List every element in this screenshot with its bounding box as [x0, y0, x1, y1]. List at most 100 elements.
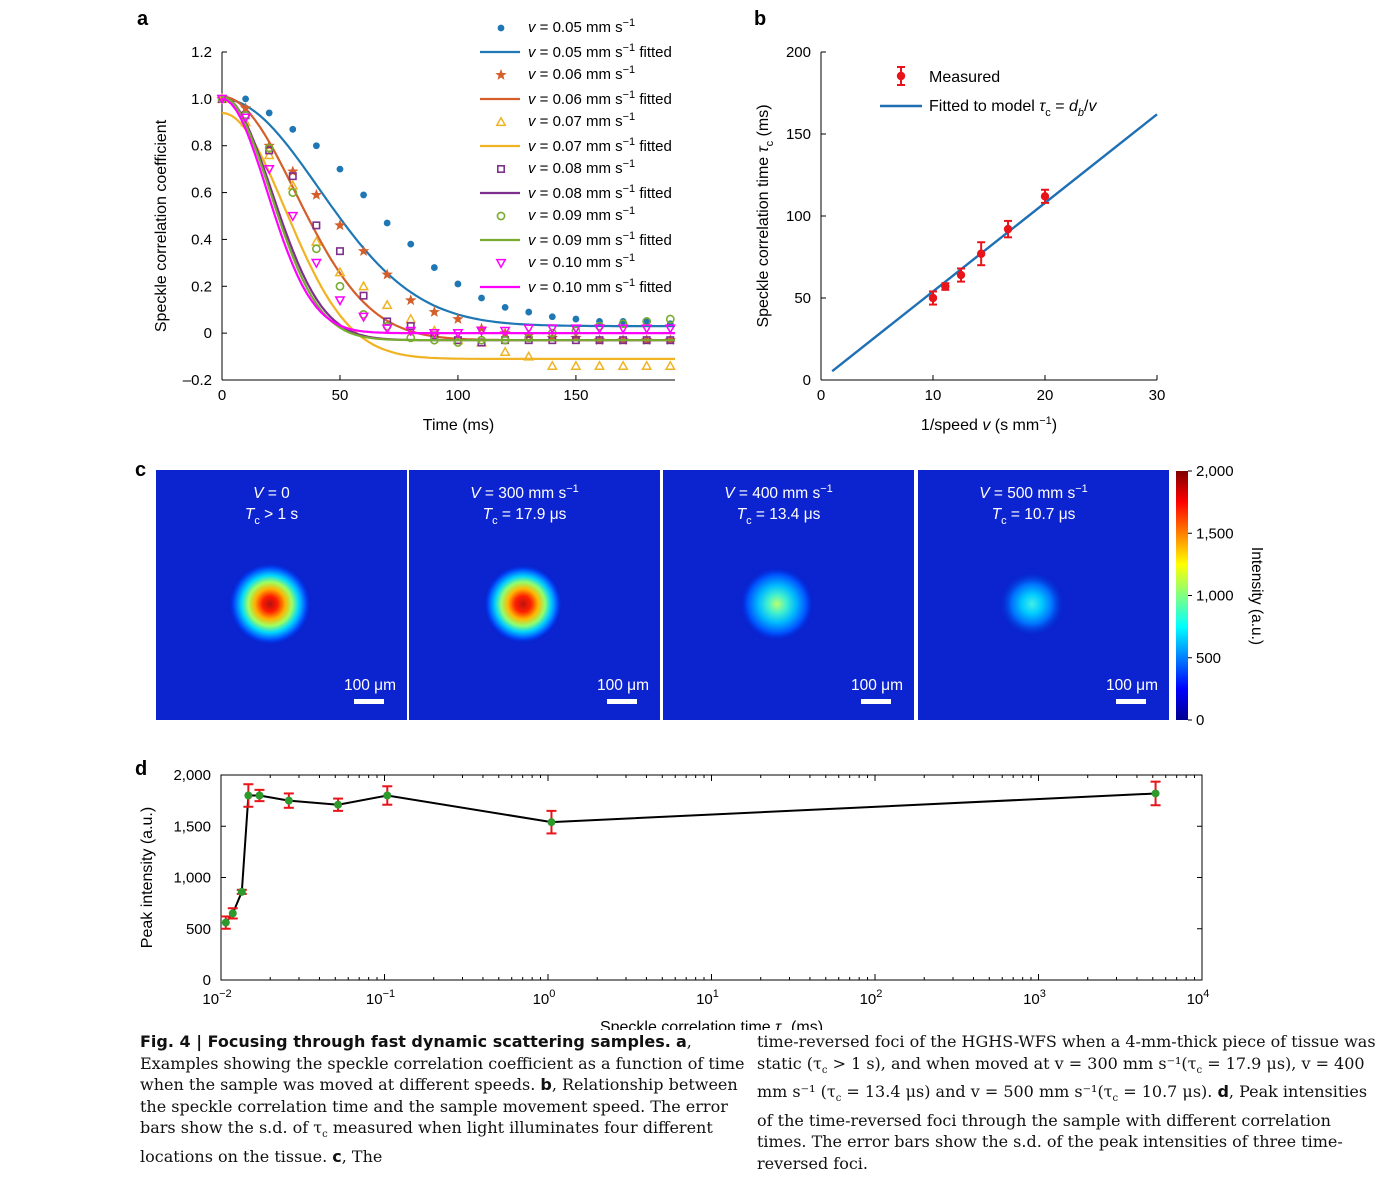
data-point	[242, 95, 249, 103]
caption-b-label: b	[540, 1075, 552, 1094]
text-part: (s mm	[990, 417, 1039, 434]
caption-fig-label: Fig. 4 | Focusing through fast dynamic s…	[140, 1032, 671, 1051]
caption-a-label: a	[675, 1032, 687, 1051]
y-tick-label: 1,000	[173, 870, 211, 887]
data-point	[310, 258, 322, 269]
data-point	[643, 318, 651, 325]
text-part: v	[528, 19, 537, 36]
y-tick-label: 1.2	[191, 44, 212, 61]
data-point	[570, 360, 582, 371]
data-point	[571, 326, 581, 336]
data-point	[288, 188, 298, 197]
x-tick-label: 101	[696, 988, 719, 1008]
colorbar-tick-label: 1,000	[1196, 588, 1234, 605]
text-part: = 13.4 μs	[752, 506, 821, 523]
text-part: −1	[383, 988, 396, 1000]
text-part: −1	[1039, 415, 1052, 427]
text-part: v	[528, 113, 537, 130]
x-tick-label: 30	[1149, 387, 1166, 404]
data-point	[310, 188, 323, 200]
caption-d-text: , Peak intensities of the time-reversed …	[757, 1082, 1368, 1173]
text-part: c	[492, 515, 498, 527]
text-part: V	[979, 485, 991, 502]
text-part: τ	[775, 1019, 782, 1030]
x-tick-label: 0	[218, 387, 226, 404]
fit-line	[221, 97, 675, 328]
text-part: c	[781, 1028, 787, 1030]
text-part: = 10.7 μs	[1007, 506, 1076, 523]
x-axis-label: 1/speed v (s mm−1)	[921, 415, 1057, 434]
fit-line	[221, 95, 675, 342]
text-part: = 0.08 mm s	[536, 160, 623, 177]
x-tick-label: 100	[533, 988, 556, 1008]
text-part: τ	[1039, 98, 1046, 115]
scale-bar-label: 100 μm	[851, 677, 903, 694]
y-tick-label: –0.2	[183, 372, 212, 389]
y-tick-label: 0	[803, 372, 811, 389]
fit-line	[221, 111, 675, 360]
text-part: = 0.09 mm s	[536, 207, 623, 224]
text-part: v	[528, 44, 537, 61]
data-point	[501, 303, 509, 311]
x-tick-label: 100	[445, 387, 470, 404]
caption-b-text2: measured when light illuminates four dif…	[140, 1118, 713, 1166]
legend-label: v = 0.10 mm s−1	[528, 252, 635, 271]
data-point	[453, 338, 463, 347]
text-part: fitted	[635, 232, 672, 249]
text-part: c	[1045, 107, 1051, 119]
data-point	[336, 165, 344, 173]
legend-label: v = 0.08 mm s−1 fitted	[528, 183, 672, 202]
data-point	[244, 791, 253, 800]
text-part: T	[992, 506, 1003, 523]
data-point	[941, 282, 950, 291]
data-point	[430, 264, 438, 271]
text-part: = 17.9 μs	[498, 506, 567, 523]
x-tick-label: 10−1	[366, 988, 395, 1008]
text-part: −2	[219, 988, 232, 1000]
data-point	[477, 335, 486, 345]
data-point	[334, 296, 346, 307]
scale-bar-label: 100 μm	[597, 677, 649, 694]
x-tick-label: 10	[925, 387, 942, 404]
y-tick-label: 1.0	[191, 91, 212, 108]
legend-marker	[495, 116, 507, 127]
caption-right-text1: time-reversed foci of the HGHS-WFS when …	[757, 1032, 1376, 1073]
data-point	[407, 240, 415, 248]
caption-right-sub3: c	[835, 1093, 842, 1105]
fit-line	[831, 113, 1158, 373]
data-point	[405, 326, 417, 337]
text-part: v	[528, 91, 537, 108]
text-part: c	[746, 515, 752, 527]
text-part: 10	[366, 991, 383, 1008]
text-part: = 0.10 mm s	[536, 279, 623, 296]
text-part: = 0.06 mm s	[536, 91, 623, 108]
text-part: fitted	[635, 138, 672, 155]
text-part: v	[1088, 98, 1097, 115]
text-part: 10	[533, 991, 550, 1008]
data-point	[476, 326, 488, 337]
legend-marker	[495, 69, 507, 80]
text-part: = 0.10 mm s	[536, 254, 623, 271]
text-part: 2	[876, 988, 882, 1000]
text-part: v	[528, 232, 537, 249]
data-point	[499, 326, 511, 337]
image-time-label: Tc = 13.4 μs	[737, 506, 821, 527]
text-part: = 0.05 mm s	[536, 19, 623, 36]
data-point	[478, 294, 485, 302]
data-point	[334, 219, 346, 231]
text-part: = 500 mm s	[990, 485, 1076, 502]
text-part: −1	[1075, 483, 1088, 495]
legend-fit: Fitted to model τc = db/v	[929, 98, 1097, 119]
text-part: v	[528, 185, 537, 202]
data-point	[594, 360, 605, 371]
caption-right-sub2: c	[1196, 1064, 1203, 1076]
legend-marker	[496, 165, 505, 174]
text-part: −1	[623, 64, 636, 76]
text-part: T	[245, 506, 256, 523]
data-point	[381, 268, 393, 280]
text-part: /	[1084, 98, 1089, 115]
legend-label: v = 0.06 mm s−1	[528, 64, 635, 83]
x-axis-label: Time (ms)	[423, 417, 494, 434]
text-part: fitted	[635, 185, 672, 202]
text-part: = 0.08 mm s	[536, 185, 623, 202]
